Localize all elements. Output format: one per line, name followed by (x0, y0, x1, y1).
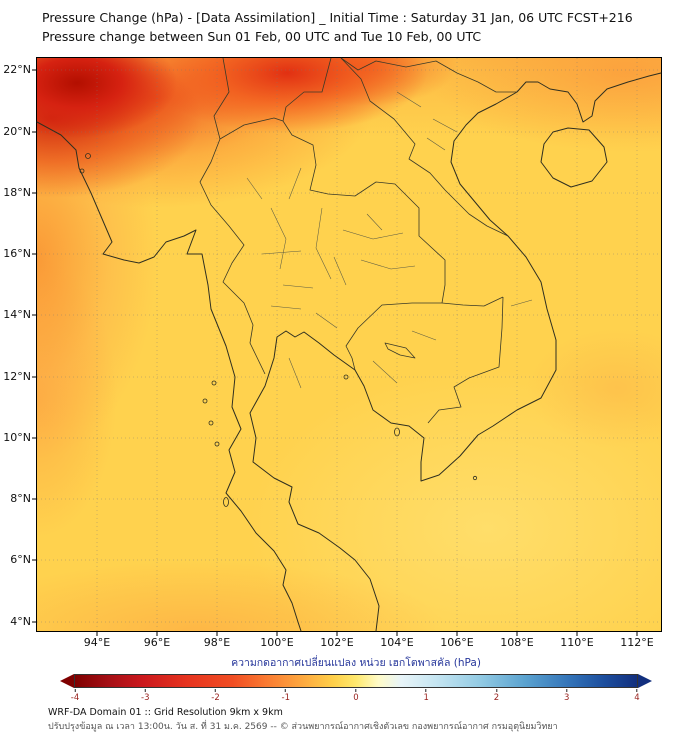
lon-tick-label: 112°E (620, 636, 654, 649)
lat-tick-label: 12°N (3, 370, 31, 383)
lon-tick-label: 96°E (143, 636, 171, 649)
colorbar-label: ความกดอากาศเปลี่ยนแปลง หน่วย เฮกโตพาสคัล… (231, 657, 481, 669)
pressure-change-field (37, 58, 661, 631)
lat-tick-label: 6°N (10, 553, 31, 566)
colorbar-tick: 0 (353, 689, 358, 703)
lat-tick-label: 10°N (3, 431, 31, 444)
map-plot: 22°N 20°N 18°N 16°N 14°N 12°N 10°N 8°N 6… (3, 57, 662, 649)
lat-tick-label: 14°N (3, 308, 31, 321)
colorbar-tick: 4 (634, 689, 639, 703)
colorbar-tick: -4 (71, 689, 79, 703)
lat-tick-label: 20°N (3, 125, 31, 138)
lon-tick-label: 110°E (560, 636, 594, 649)
lon-tick-label: 94°E (83, 636, 111, 649)
lon-tick-label: 108°E (500, 636, 534, 649)
colorbar-tick: 2 (494, 689, 499, 703)
lat-tick-label: 4°N (10, 615, 31, 628)
colorbar-tick: -3 (141, 689, 149, 703)
colorbar-left-arrow (60, 674, 74, 688)
lon-tick-label: 102°E (320, 636, 354, 649)
colorbar-tick: -2 (211, 689, 219, 703)
colorbar-block: ความกดอากาศเปลี่ยนแปลง หน่วย เฮกโตพาสคัล… (60, 654, 652, 703)
colorbar-tick: -1 (282, 689, 290, 703)
lon-tick-label: 104°E (380, 636, 414, 649)
lon-tick-label: 100°E (260, 636, 294, 649)
colorbar-right-arrow (638, 674, 652, 688)
lat-tick-label: 8°N (10, 492, 31, 505)
colorbar: -4 -3 -2 -1 0 1 2 3 4 (71, 674, 640, 703)
lat-tick-label: 22°N (3, 63, 31, 76)
lat-tick-label: 18°N (3, 186, 31, 199)
title-line-1: Pressure Change (hPa) - [Data Assimilati… (42, 10, 633, 25)
footer-credit: ปรับปรุงข้อมูล ณ เวลา 13:00น. วัน ส. ที่… (48, 722, 558, 732)
lon-tick-label: 106°E (440, 636, 474, 649)
title-line-2: Pressure change between Sun 01 Feb, 00 U… (42, 29, 482, 44)
colorbar-tick: 3 (564, 689, 569, 703)
title-block: Pressure Change (hPa) - [Data Assimilati… (42, 8, 633, 46)
lon-tick-label: 98°E (203, 636, 231, 649)
colorbar-tick: 1 (424, 689, 429, 703)
footer-domain-info: WRF-DA Domain 01 :: Grid Resolution 9km … (48, 707, 283, 718)
lat-tick-label: 16°N (3, 247, 31, 260)
footer-block: WRF-DA Domain 01 :: Grid Resolution 9km … (48, 705, 558, 735)
